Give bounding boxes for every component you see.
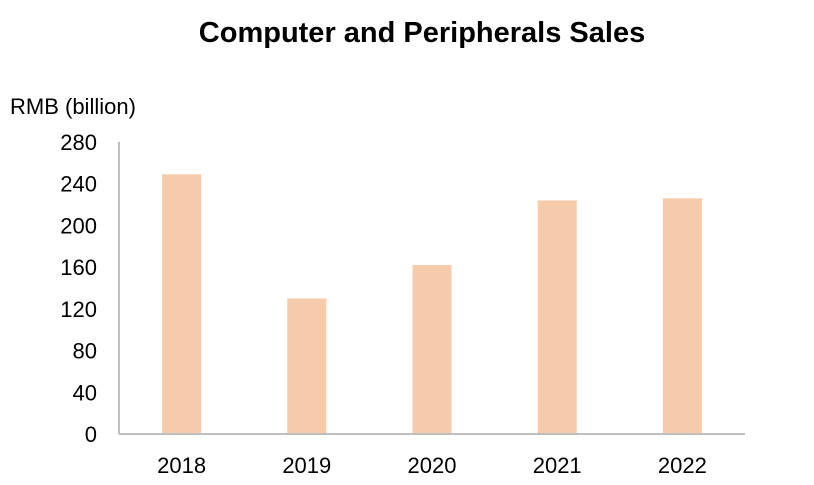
y-tick-label: 40 <box>73 380 97 405</box>
y-tick-label: 0 <box>85 422 97 447</box>
y-tick-label: 200 <box>60 213 97 238</box>
y-tick-label: 80 <box>73 339 97 364</box>
x-tick-label: 2021 <box>533 453 582 478</box>
y-tick-label: 160 <box>60 255 97 280</box>
bar-2021 <box>537 200 577 434</box>
x-tick-label: 2020 <box>408 453 457 478</box>
x-tick-label: 2022 <box>658 453 707 478</box>
y-tick-label: 120 <box>60 297 97 322</box>
bar-2022 <box>662 198 702 434</box>
bar-2018 <box>162 174 202 435</box>
chart-title: Computer and Peripherals Sales <box>199 17 645 49</box>
bar-2020 <box>412 265 452 434</box>
y-axis-label: RMB (billion) <box>10 94 136 119</box>
x-tick-label: 2018 <box>157 453 206 478</box>
x-tick-label: 2019 <box>282 453 331 478</box>
y-tick-label: 240 <box>60 172 97 197</box>
y-tick-label: 280 <box>60 130 97 155</box>
bar-2019 <box>287 298 327 434</box>
